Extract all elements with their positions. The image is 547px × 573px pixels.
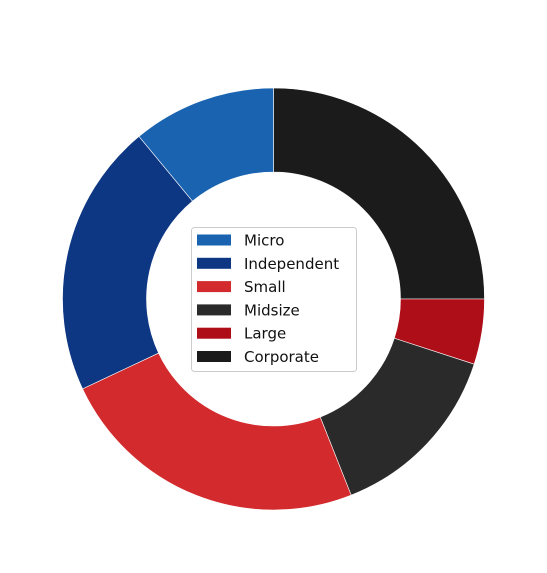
legend-swatch-corporate [197,351,231,362]
legend-label-independent: Independent [244,255,339,273]
legend-frame [191,227,357,372]
legend-swatch-independent [197,257,231,269]
legend-swatch-midsize [197,304,231,316]
legend-label-large: Large [244,325,286,343]
legend-swatch-micro [197,234,231,246]
slices-group [62,87,485,511]
slice-corporate [273,87,485,300]
legend: Micro Independent Small Midsize Large Corpora… [191,227,357,372]
legend-swatch-large [197,327,231,339]
legend-label-small: Small [244,278,286,296]
legend-label-midsize: Midsize [244,301,300,319]
legend-swatch-small [197,281,231,293]
legend-label-micro: Micro [244,232,284,250]
slice-small [82,352,352,511]
slice-micro [138,87,274,202]
slice-independent [62,135,193,390]
legend-label-corporate: Corporate [244,348,319,366]
